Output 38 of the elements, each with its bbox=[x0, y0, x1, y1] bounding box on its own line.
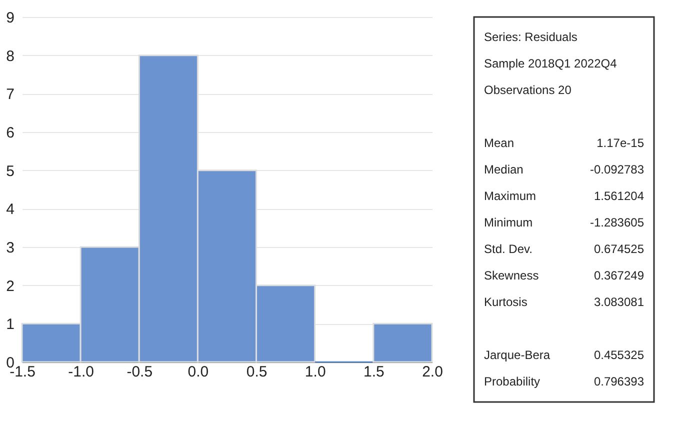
y-tick-label: 4 bbox=[6, 201, 14, 218]
text: 1.17e-15 bbox=[596, 136, 644, 150]
y-tick-label: 1 bbox=[6, 316, 14, 334]
x-tick-label: -1.0 bbox=[68, 364, 94, 380]
text: -1.283605 bbox=[590, 216, 644, 230]
text: 0.367249 bbox=[594, 268, 644, 282]
y-tick-label: 6 bbox=[6, 124, 14, 142]
x-tick-label: 1.0 bbox=[304, 364, 326, 380]
y-tick-label: 2 bbox=[6, 278, 14, 295]
text: 0.455325 bbox=[594, 348, 644, 362]
y-tick-label: 0 bbox=[6, 354, 14, 372]
y-tick-label: 5 bbox=[6, 162, 14, 180]
x-tick-label: 0.0 bbox=[188, 364, 209, 380]
x-tick-label: -0.5 bbox=[126, 364, 153, 380]
y-tick-label: 3 bbox=[6, 240, 14, 256]
x-tick-label: 0.5 bbox=[246, 364, 268, 380]
category-label: Mean bbox=[484, 136, 514, 150]
category-label: Minimum bbox=[484, 216, 533, 230]
x-tick-label: 2.0 bbox=[422, 364, 443, 380]
category-label: Std. Dev. bbox=[484, 242, 532, 256]
text: 0.674525 bbox=[594, 242, 644, 256]
text: Observations 20 bbox=[484, 83, 572, 97]
text: 0.796393 bbox=[594, 374, 644, 388]
y-tick-label: 9 bbox=[6, 10, 14, 26]
category-label: Median bbox=[484, 162, 524, 176]
text: Sample 2018Q1 2022Q4 bbox=[484, 56, 618, 70]
text: 3.083081 bbox=[594, 295, 644, 309]
category-label: Kurtosis bbox=[484, 295, 528, 309]
category-label: Skewness bbox=[484, 268, 539, 282]
y-tick-label: 8 bbox=[6, 48, 14, 65]
category-label: Jarque-Bera bbox=[484, 348, 550, 362]
category-label: Probability bbox=[484, 374, 540, 388]
x-tick-label: 1.5 bbox=[364, 364, 384, 380]
text: -0.092783 bbox=[590, 162, 644, 176]
category-label: Maximum bbox=[484, 189, 536, 203]
text: Series: Residuals bbox=[484, 30, 578, 44]
y-tick-label: 7 bbox=[6, 86, 14, 104]
text: 1.561204 bbox=[594, 189, 644, 203]
